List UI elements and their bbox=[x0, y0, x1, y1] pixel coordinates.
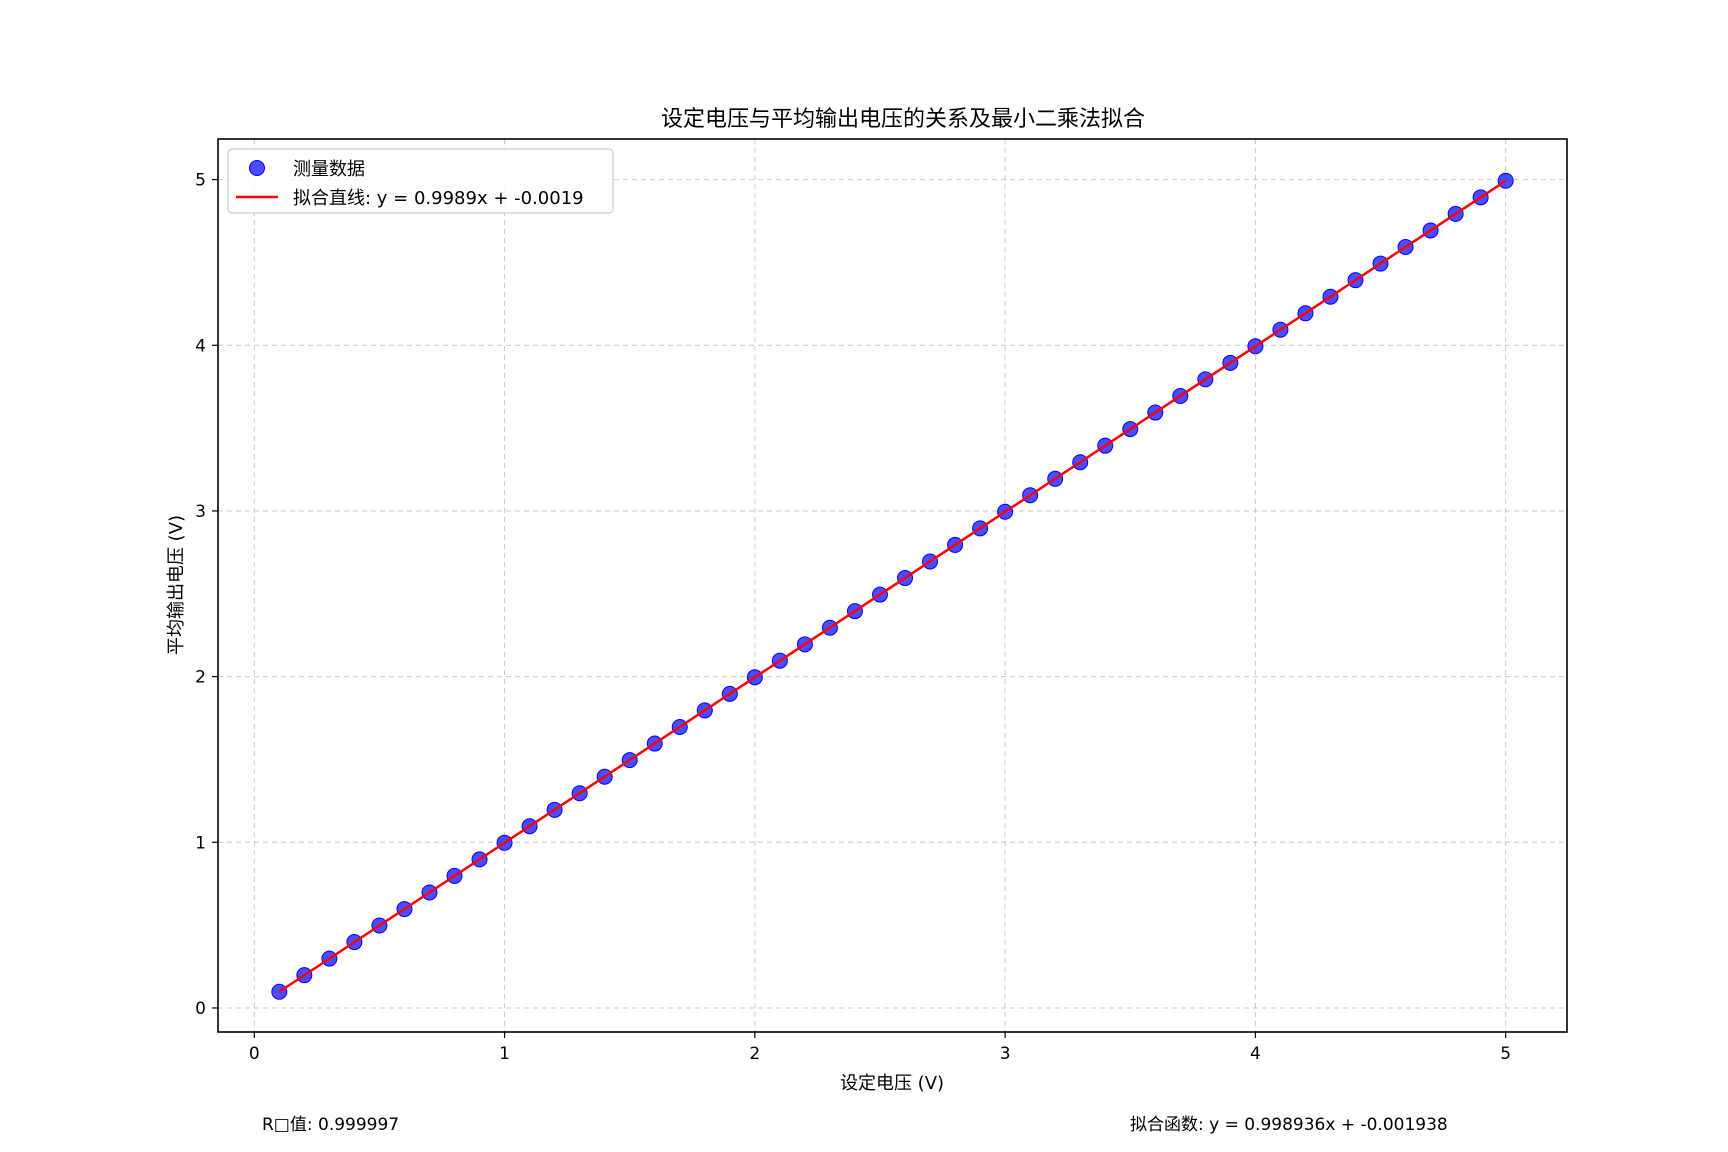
x-tick-label: 0 bbox=[249, 1044, 260, 1064]
x-tick-label: 4 bbox=[1250, 1044, 1261, 1064]
r-squared-note: R□值: 0.999997 bbox=[262, 1115, 400, 1135]
fit-line-layer bbox=[278, 179, 1507, 993]
x-tick-label: 1 bbox=[499, 1044, 510, 1064]
legend: 测量数据 拟合直线: y = 0.9989x + -0.0019 bbox=[227, 148, 614, 214]
legend-label-line: 拟合直线: y = 0.9989x + -0.0019 bbox=[293, 188, 584, 209]
x-axis-label: 设定电压 (V) bbox=[840, 1073, 944, 1094]
fit-function-note: 拟合函数: y = 0.998936x + -0.001938 bbox=[1130, 1115, 1448, 1135]
y-tick-label: 0 bbox=[195, 999, 206, 1019]
data-point bbox=[1497, 172, 1514, 189]
legend-label-scatter: 测量数据 bbox=[293, 159, 365, 180]
legend-marker-scatter bbox=[249, 160, 265, 176]
legend-box bbox=[227, 148, 614, 214]
y-axis-label: 平均输出电压 (V) bbox=[166, 515, 187, 655]
y-tick-label: 3 bbox=[195, 502, 206, 522]
chart-title: 设定电压与平均输出电压的关系及最小二乘法拟合 bbox=[661, 107, 1145, 132]
plot-area-frame bbox=[217, 138, 1568, 1033]
y-tick-label: 5 bbox=[195, 171, 206, 191]
x-tick-label: 3 bbox=[1000, 1044, 1011, 1064]
y-tick-label: 4 bbox=[195, 336, 206, 356]
y-tick-label: 2 bbox=[195, 668, 206, 688]
axis-ticks: 0 1 2 3 4 5 0 1 2 3 4 5 bbox=[195, 171, 1511, 1064]
fit-line bbox=[278, 179, 1507, 993]
x-tick-label: 5 bbox=[1500, 1044, 1511, 1064]
grid-lines bbox=[218, 139, 1567, 1032]
y-tick-label: 1 bbox=[195, 833, 206, 853]
x-tick-label: 2 bbox=[749, 1044, 760, 1064]
